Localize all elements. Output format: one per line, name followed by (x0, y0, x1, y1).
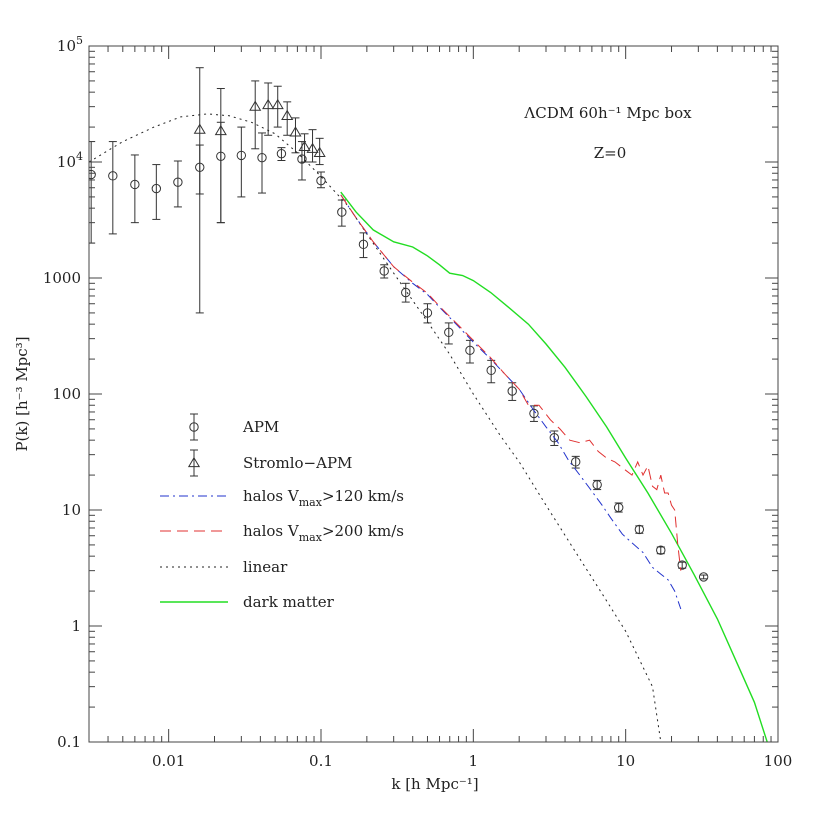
series-line-linear (89, 113, 662, 742)
stromlo-point (193, 123, 206, 134)
apm-point (337, 207, 347, 217)
y-tick-label: 1 (71, 617, 81, 635)
apm-point (316, 175, 326, 186)
apm-point (297, 154, 307, 164)
apm-point (130, 179, 140, 190)
stromlo-point (306, 142, 319, 153)
apm-point (401, 287, 411, 298)
apm-point (257, 152, 267, 163)
x-tick-label: 0.1 (309, 752, 333, 770)
y-tick-label: 100 (52, 385, 81, 403)
y-tick-label: 10 (62, 501, 81, 519)
annotation-redshift: Z=0 (594, 144, 627, 162)
apm-point (698, 572, 709, 582)
stromlo-point (271, 98, 284, 110)
legend: APM Stromlo−APM halos Vmax>120 km/s halos V… (160, 413, 404, 611)
y-tick-label: 104 (57, 150, 83, 171)
annotations: ΛCDM 60h⁻¹ Mpc box Z=0 (523, 104, 692, 162)
axes: 0.01 0.1 1 10 100 0.1 1 10 100 1000 104 105 (43, 34, 793, 770)
apm-point (358, 239, 369, 250)
legend-label: Stromlo−APM (243, 454, 352, 472)
x-tick-label: 1 (469, 752, 479, 770)
y-tick-label: 0.1 (57, 733, 81, 751)
apm-point (486, 365, 496, 376)
apm-point (89, 169, 96, 180)
series-group (89, 67, 768, 742)
apm-point (507, 386, 517, 396)
apm-point (677, 560, 687, 570)
apm-point (529, 408, 539, 419)
legend-entry: dark matter (160, 593, 335, 611)
apm-point (173, 177, 183, 187)
stromlo-point (313, 146, 326, 157)
apm-point (108, 171, 118, 181)
stromlo-point (249, 100, 262, 111)
legend-triangle-marker (187, 456, 201, 468)
apm-point (379, 266, 389, 276)
legend-label: dark matter (243, 593, 335, 611)
legend-circle-marker (189, 422, 199, 432)
y-tick-label: 105 (57, 34, 83, 55)
stromlo-point (214, 124, 227, 136)
series-line-dark-matter (340, 191, 768, 742)
stromlo-point (262, 98, 275, 110)
legend-label: APM (242, 418, 279, 436)
legend-entry: linear (160, 558, 288, 576)
legend-label: halos Vmax>120 km/s (243, 487, 404, 509)
legend-entry: halos Vmax>120 km/s (160, 487, 404, 509)
apm-point (444, 327, 454, 338)
apm-point (592, 480, 602, 490)
apm-point (236, 150, 247, 161)
apm-point (151, 183, 162, 194)
apm-point (465, 345, 475, 356)
plot-area (89, 67, 768, 742)
apm-point (549, 433, 559, 443)
legend-label: halos Vmax>200 km/s (243, 522, 404, 544)
y-axis-title: P(k) [h⁻³ Mpc³] (13, 336, 31, 451)
series-line-halos-vmax-120-km-s (340, 194, 682, 610)
legend-entry: halos Vmax>200 km/s (160, 522, 404, 544)
apm-point (276, 148, 287, 159)
x-tick-label: 10 (616, 752, 635, 770)
apm-point (634, 524, 645, 535)
x-axis-title: k [h Mpc⁻¹] (391, 775, 478, 793)
apm-point (613, 502, 624, 513)
series-line-halos-vmax-200-km-s (340, 194, 682, 571)
stromlo-point (289, 126, 302, 137)
legend-label: linear (243, 558, 288, 576)
apm-point (656, 545, 666, 555)
apm-point (571, 457, 581, 467)
y-tick-label: 1000 (43, 269, 81, 287)
stromlo-point (281, 109, 294, 120)
x-tick-label: 100 (764, 752, 793, 770)
x-tick-label: 0.01 (152, 752, 185, 770)
annotation-model: ΛCDM 60h⁻¹ Mpc box (523, 104, 692, 122)
stromlo-point (298, 140, 311, 152)
apm-point (422, 308, 433, 318)
legend-entry: APM (189, 413, 279, 441)
legend-entry: Stromlo−APM (187, 449, 352, 477)
